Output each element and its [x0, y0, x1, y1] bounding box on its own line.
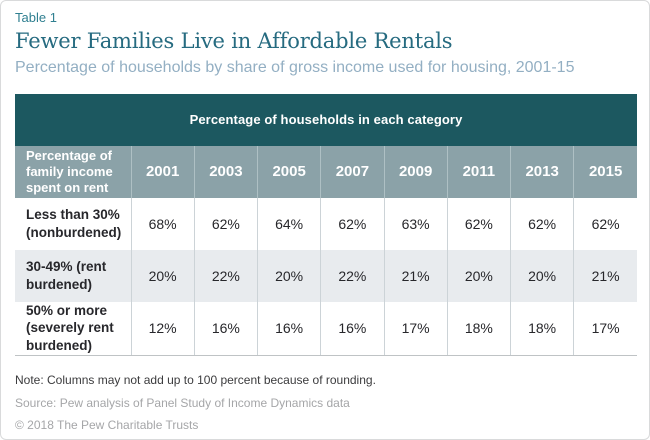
table-cell: 62%: [446, 197, 511, 250]
source-line: Source: Pew analysis of Panel Study of I…: [15, 395, 350, 410]
table-cell: 16%: [193, 301, 258, 356]
row-label: 50% or more (severely rent burdened): [15, 301, 131, 356]
table-cell: 20%: [509, 249, 574, 302]
table-cell: 20%: [130, 249, 195, 302]
year-header: 2009: [383, 145, 448, 198]
table-cell: 63%: [383, 197, 448, 250]
table-cell: 62%: [573, 197, 637, 250]
copyright-line: © 2018 The Pew Charitable Trusts: [15, 417, 199, 432]
footnote: Note: Columns may not add up to 100 perc…: [15, 372, 376, 387]
table-cell: 22%: [193, 249, 258, 302]
table-cell: 18%: [509, 301, 574, 356]
figure-footer: Note: Columns may not add up to 100 perc…: [1, 356, 649, 432]
table-row-severely-rent-burdened: 50% or more (severely rent burdened) 12%…: [15, 301, 637, 356]
table-number-label: Table 1: [15, 10, 57, 25]
table-row-rent-burdened: 30-49% (rent burdened) 20% 22% 20% 22% 2…: [15, 249, 637, 302]
figure-header: Table 1 Fewer Families Live in Affordabl…: [1, 1, 649, 77]
figure-subtitle: Percentage of households by share of gro…: [15, 58, 575, 76]
table-row-nonburdened: Less than 30% (nonburdened) 68% 62% 64% …: [15, 197, 637, 250]
table-cell: 16%: [256, 301, 321, 356]
table-cell: 64%: [256, 197, 321, 250]
table-cell: 16%: [320, 301, 384, 356]
row-label: Less than 30% (nonburdened): [26, 207, 122, 240]
year-header-row: Percentage of family income spent on ren…: [15, 145, 637, 198]
table-cell: 17%: [573, 301, 637, 356]
year-header: 2007: [320, 145, 384, 198]
table-cell: 17%: [383, 301, 448, 356]
year-header: 2015: [573, 145, 637, 198]
year-header: 2013: [509, 145, 574, 198]
span-header-row: Percentage of households in each categor…: [15, 93, 637, 146]
table-cell: 68%: [130, 197, 195, 250]
table-cell: 18%: [446, 301, 511, 356]
table-cell: 21%: [383, 249, 448, 302]
table-cell: 20%: [256, 249, 321, 302]
table-cell: 12%: [130, 301, 195, 356]
year-header: 2011: [446, 145, 511, 198]
year-header: 2003: [193, 145, 258, 198]
table-cell: 20%: [446, 249, 511, 302]
table-cell: 62%: [509, 197, 574, 250]
table-cell: 62%: [320, 197, 384, 250]
year-header: 2005: [256, 145, 321, 198]
row-header-cell: Percentage of family income spent on ren…: [15, 145, 131, 198]
year-header: 2001: [130, 145, 195, 198]
span-header-cell: Percentage of households in each categor…: [15, 93, 637, 146]
table-cell: 21%: [573, 249, 637, 302]
households-data-table: Percentage of households in each categor…: [15, 93, 637, 356]
table-cell: 22%: [320, 249, 384, 302]
row-label: 30-49% (rent burdened): [15, 249, 131, 302]
figure-title: Fewer Families Live in Affordable Rental…: [15, 28, 453, 53]
table-cell: 62%: [193, 197, 258, 250]
